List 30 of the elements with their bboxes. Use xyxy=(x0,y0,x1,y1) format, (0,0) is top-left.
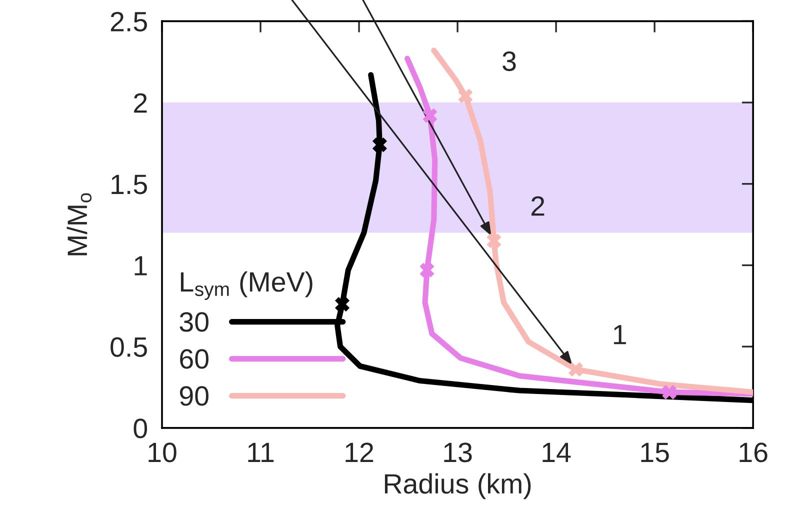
x-tick-label: 13 xyxy=(444,442,472,462)
y-tick-label: 0.5 xyxy=(110,337,147,357)
point xyxy=(486,234,502,248)
annotation: 1 xyxy=(614,325,626,344)
y-tick-label: 0 xyxy=(134,418,148,438)
point xyxy=(568,362,584,377)
x-tick-label: 10 xyxy=(148,442,176,462)
point xyxy=(420,262,434,278)
y-tick-label: 1.5 xyxy=(112,174,147,194)
point xyxy=(662,384,677,400)
legend-label: 90 xyxy=(180,386,208,406)
x-tick-label: 12 xyxy=(346,442,374,462)
x-tick-label: 14 xyxy=(542,442,571,462)
annotation: 2 xyxy=(532,196,544,216)
y-axis-title: M/M$_{o}$ xyxy=(66,193,92,256)
y-tick-label: 2 xyxy=(134,93,147,113)
annotation: 3 xyxy=(502,51,516,72)
x-tick-label: 15 xyxy=(641,442,669,462)
legend-label: 30 xyxy=(180,312,208,332)
x-tick-label: 11 xyxy=(248,442,274,462)
legend-label: 60 xyxy=(180,349,208,369)
y-tick-label: 2.5 xyxy=(110,12,147,32)
x-axis-title: Radius (km) xyxy=(384,473,531,500)
point xyxy=(335,297,350,312)
y-tick-label: 1 xyxy=(134,256,147,276)
point xyxy=(422,108,438,123)
legend-title: L$_{sym}$ (MeV) xyxy=(180,271,312,300)
point xyxy=(458,88,473,104)
x-tick-label: 16 xyxy=(740,442,768,462)
point xyxy=(372,138,387,152)
